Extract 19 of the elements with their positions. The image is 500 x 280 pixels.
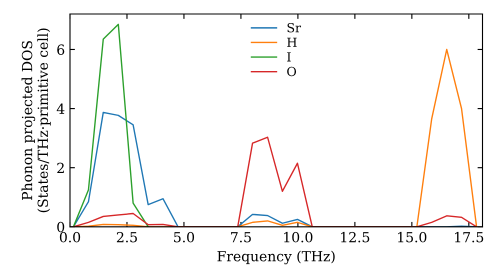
x-tick-label: 10.0 (284, 232, 312, 242)
x-tick-label: 7.5 (231, 232, 251, 242)
x-tick-label: 5.0 (174, 232, 194, 242)
x-tick-label: 2.5 (116, 232, 137, 242)
legend-label: H (287, 38, 297, 47)
x-tick-label: 15.0 (398, 232, 426, 242)
legend-label: O (287, 66, 296, 76)
y-tick-label: 4 (56, 104, 64, 114)
legend-label: I (287, 52, 291, 62)
y-tick-label: 6 (57, 44, 64, 55)
line-series (72, 24, 149, 227)
y-axis-title: Phonon projected DOS (States/THz·primitive cell) (22, 28, 51, 212)
x-tick-label: 17.5 (455, 232, 484, 242)
y-tick-label: 2 (57, 162, 64, 173)
x-tick-label: 12.5 (341, 232, 370, 242)
x-axis-title: Frequency (THz) (217, 250, 335, 264)
legend-label: Sr (288, 22, 302, 32)
x-tick-label: 0.0 (60, 232, 80, 242)
y-tick-label: 0 (57, 222, 64, 232)
